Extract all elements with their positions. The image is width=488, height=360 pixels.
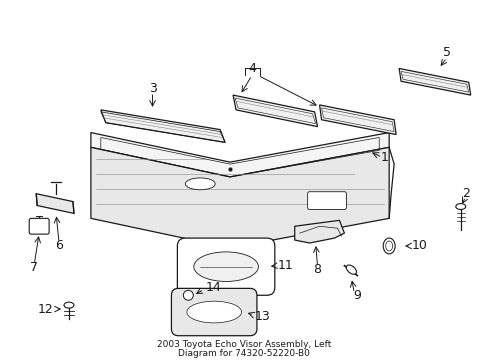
Text: Diagram for 74320-52220-B0: Diagram for 74320-52220-B0 — [178, 349, 309, 358]
Polygon shape — [101, 110, 224, 143]
Ellipse shape — [183, 291, 193, 300]
Text: 7: 7 — [30, 261, 38, 274]
FancyBboxPatch shape — [307, 192, 346, 210]
Polygon shape — [398, 68, 470, 95]
Ellipse shape — [193, 252, 258, 282]
Text: 10: 10 — [411, 239, 427, 252]
FancyBboxPatch shape — [177, 238, 274, 295]
Polygon shape — [294, 220, 344, 243]
Text: 9: 9 — [353, 289, 361, 302]
Text: 11: 11 — [277, 259, 293, 272]
FancyBboxPatch shape — [171, 288, 256, 336]
Text: 5: 5 — [442, 46, 450, 59]
Ellipse shape — [385, 241, 392, 251]
Text: 2003 Toyota Echo Visor Assembly, Left: 2003 Toyota Echo Visor Assembly, Left — [157, 340, 330, 349]
Ellipse shape — [383, 238, 394, 254]
Text: 1: 1 — [380, 151, 387, 164]
Ellipse shape — [186, 301, 241, 323]
Polygon shape — [319, 105, 395, 135]
Polygon shape — [91, 132, 388, 177]
FancyBboxPatch shape — [29, 219, 49, 234]
Text: 2: 2 — [461, 187, 468, 200]
Ellipse shape — [455, 203, 465, 210]
Text: 8: 8 — [313, 263, 321, 276]
Ellipse shape — [185, 178, 215, 190]
Text: 13: 13 — [254, 310, 270, 324]
Text: 3: 3 — [148, 82, 156, 95]
Text: 6: 6 — [55, 239, 63, 252]
Polygon shape — [36, 194, 74, 213]
Text: 14: 14 — [205, 281, 221, 294]
Ellipse shape — [346, 265, 356, 274]
Polygon shape — [91, 147, 388, 248]
Polygon shape — [233, 95, 317, 127]
Ellipse shape — [64, 302, 74, 308]
Text: 4: 4 — [247, 62, 255, 75]
Text: 12: 12 — [37, 303, 53, 316]
